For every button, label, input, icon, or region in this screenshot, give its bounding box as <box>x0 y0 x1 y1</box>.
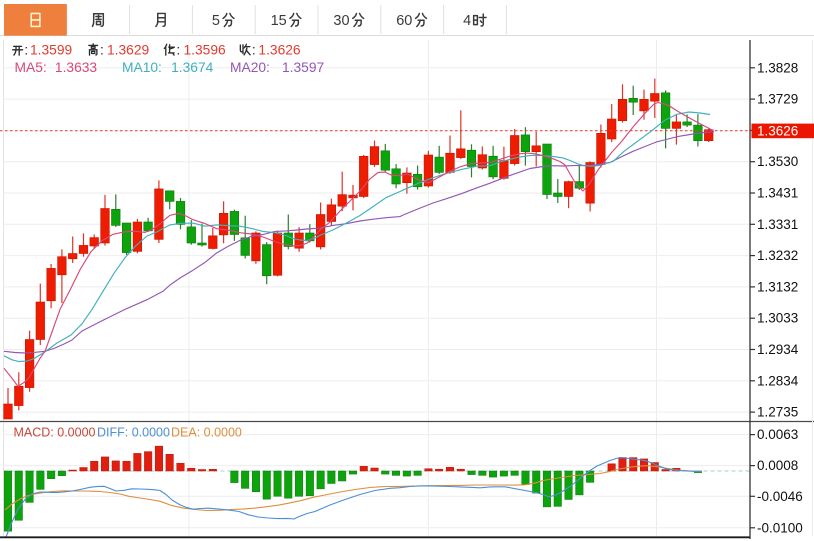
svg-text:1.2834: 1.2834 <box>757 373 799 388</box>
svg-text:5: 5 <box>212 13 220 29</box>
svg-text:1.3828: 1.3828 <box>757 60 798 75</box>
svg-text:1.3331: 1.3331 <box>757 217 798 232</box>
svg-text:1.3633: 1.3633 <box>55 60 98 75</box>
svg-text:DEA: 0.0000: DEA: 0.0000 <box>171 426 242 440</box>
svg-text:MA20:: MA20: <box>230 60 270 75</box>
svg-text::: : <box>100 43 104 58</box>
svg-text:-0.0100: -0.0100 <box>757 520 803 535</box>
svg-text::: : <box>176 43 180 58</box>
svg-text:1.3599: 1.3599 <box>30 43 73 58</box>
svg-text:60: 60 <box>396 13 412 29</box>
svg-text:15: 15 <box>271 13 287 29</box>
svg-text:DIFF: 0.0000: DIFF: 0.0000 <box>97 426 170 440</box>
svg-text:1.3132: 1.3132 <box>757 279 798 294</box>
svg-text:1.2934: 1.2934 <box>757 342 799 357</box>
svg-text:0.0008: 0.0008 <box>757 458 798 473</box>
svg-text:1.3033: 1.3033 <box>757 311 798 326</box>
svg-text:1.3674: 1.3674 <box>171 60 214 75</box>
svg-text::: : <box>252 43 256 58</box>
svg-text:1.3626: 1.3626 <box>258 43 301 58</box>
svg-text:1.3629: 1.3629 <box>107 43 150 58</box>
svg-text:30: 30 <box>333 13 349 29</box>
svg-text:4: 4 <box>463 13 471 29</box>
svg-text:0.0063: 0.0063 <box>757 427 798 442</box>
svg-text:MA5:: MA5: <box>15 60 47 75</box>
svg-text:1.3626: 1.3626 <box>757 123 798 138</box>
svg-text:1.3431: 1.3431 <box>757 186 798 201</box>
svg-text:1.3729: 1.3729 <box>757 92 798 107</box>
svg-text:1.3596: 1.3596 <box>184 43 227 58</box>
svg-text:MACD: 0.0000: MACD: 0.0000 <box>14 426 96 440</box>
svg-text:1.3232: 1.3232 <box>757 248 798 263</box>
svg-text::: : <box>24 43 28 58</box>
svg-text:MA10:: MA10: <box>122 60 162 75</box>
svg-text:1.3530: 1.3530 <box>757 154 798 169</box>
svg-text:1.3597: 1.3597 <box>282 60 324 75</box>
svg-text:1.2735: 1.2735 <box>757 405 798 420</box>
svg-text:-0.0046: -0.0046 <box>757 489 803 504</box>
